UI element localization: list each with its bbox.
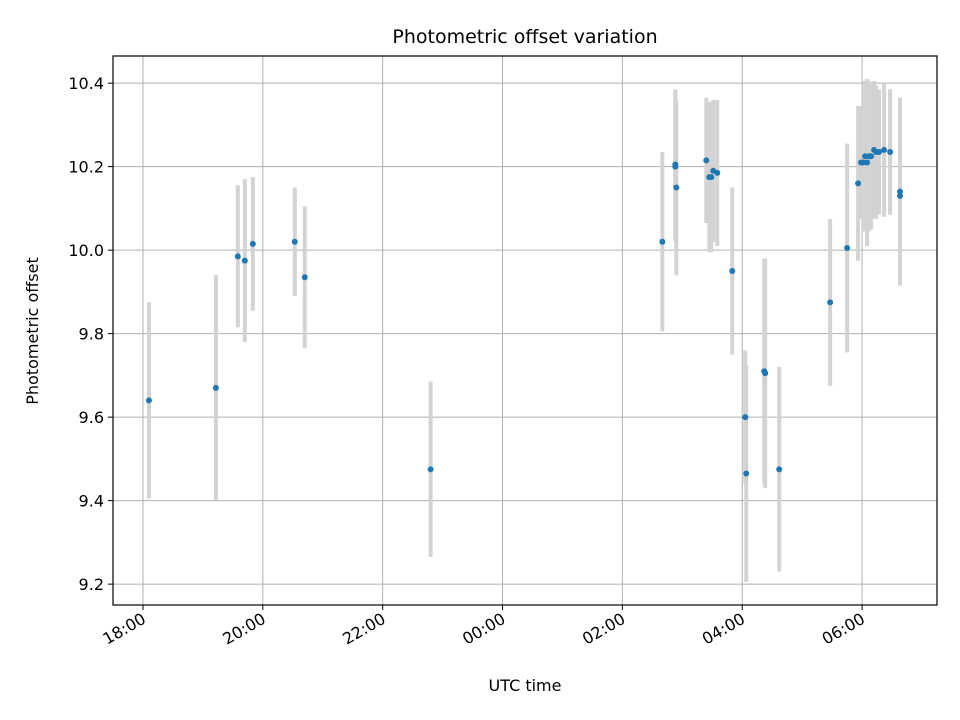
data-point xyxy=(234,253,241,260)
data-point xyxy=(427,466,434,473)
x-tick-label: 20:00 xyxy=(219,609,268,649)
y-axis-label: Photometric offset xyxy=(23,257,42,405)
data-point xyxy=(868,153,875,160)
y-tick-label: 9.4 xyxy=(79,492,104,511)
chart-title: Photometric offset variation xyxy=(392,26,657,48)
data-point xyxy=(887,149,894,156)
plot-area-frame xyxy=(112,55,938,606)
data-point xyxy=(703,157,710,164)
data-point xyxy=(714,169,721,176)
data-points xyxy=(145,146,904,477)
data-point xyxy=(855,180,862,187)
y-tick-label: 10.4 xyxy=(68,74,104,93)
y-tick-label: 9.8 xyxy=(79,325,104,344)
data-point xyxy=(249,240,256,247)
data-point xyxy=(897,188,904,195)
x-tick-label: 00:00 xyxy=(459,609,508,649)
x-tick-label: 04:00 xyxy=(699,609,748,649)
data-point xyxy=(762,370,769,377)
data-point xyxy=(897,192,904,199)
data-point xyxy=(827,299,834,306)
x-axis-label: UTC time xyxy=(489,676,562,695)
x-tick-label: 18:00 xyxy=(100,609,149,649)
data-point xyxy=(844,245,851,252)
data-point xyxy=(776,466,783,473)
data-point xyxy=(742,414,749,421)
x-tick-label: 22:00 xyxy=(339,609,388,649)
data-point xyxy=(659,238,666,245)
data-point xyxy=(241,257,248,264)
x-tick-label: 02:00 xyxy=(579,609,628,649)
data-point xyxy=(673,184,680,191)
y-tick-label: 9.6 xyxy=(79,408,104,427)
data-point xyxy=(212,384,219,391)
y-tick-label: 10.2 xyxy=(68,158,104,177)
data-point xyxy=(301,274,308,281)
data-point xyxy=(876,149,883,156)
grid-lines xyxy=(113,56,937,605)
x-tick-label: 06:00 xyxy=(819,609,868,649)
y-tick-label: 9.2 xyxy=(79,575,104,594)
data-point xyxy=(864,159,871,166)
data-point xyxy=(672,163,679,170)
data-point xyxy=(729,268,736,275)
data-point xyxy=(708,174,715,181)
data-point xyxy=(743,470,750,477)
data-point xyxy=(291,238,298,245)
data-point xyxy=(881,146,888,153)
error-bars xyxy=(146,78,903,583)
data-point xyxy=(145,397,152,404)
y-tick-label: 10.0 xyxy=(68,241,104,260)
